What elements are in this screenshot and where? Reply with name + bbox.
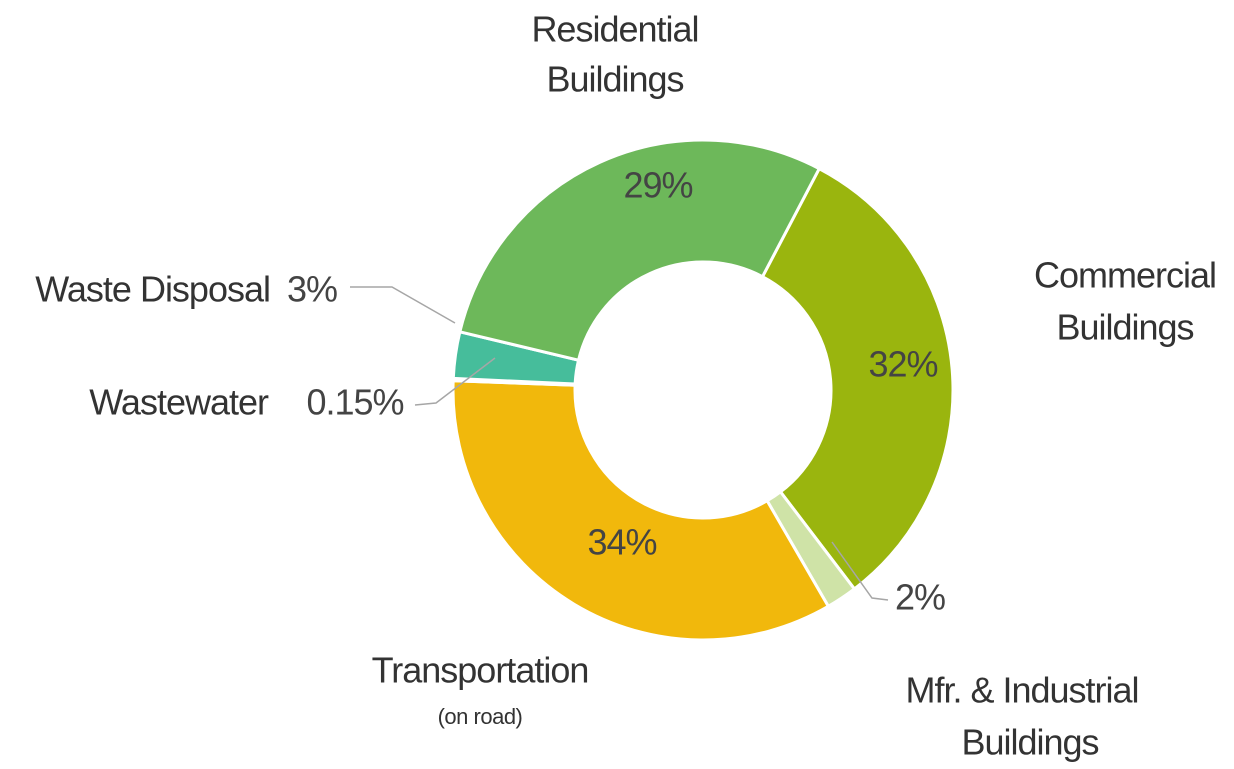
donut-segment	[458, 138, 822, 363]
category-label: Buildings	[961, 722, 1098, 763]
category-label: Transportation	[372, 650, 589, 691]
leader-line	[831, 541, 889, 601]
value-label: 29%	[623, 165, 692, 206]
category-label: Buildings	[546, 59, 683, 100]
value-label: 3%	[287, 269, 337, 310]
donut-segment	[451, 379, 831, 642]
category-label: Wastewater	[89, 382, 269, 423]
value-label: 32%	[868, 344, 937, 385]
value-label: 2%	[895, 577, 945, 618]
category-label: Commercial	[1034, 255, 1216, 296]
leader-line	[350, 286, 456, 324]
category-label: (on road)	[438, 704, 523, 729]
value-label: 34%	[587, 522, 656, 563]
value-label: 0.15%	[306, 382, 403, 423]
donut-segment	[760, 166, 955, 592]
category-label: Mfr. & Industrial	[905, 670, 1138, 711]
category-label: Buildings	[1056, 307, 1193, 348]
category-label: Waste Disposal	[35, 269, 270, 310]
leader-line	[414, 357, 496, 406]
category-label: Residential	[531, 9, 698, 50]
